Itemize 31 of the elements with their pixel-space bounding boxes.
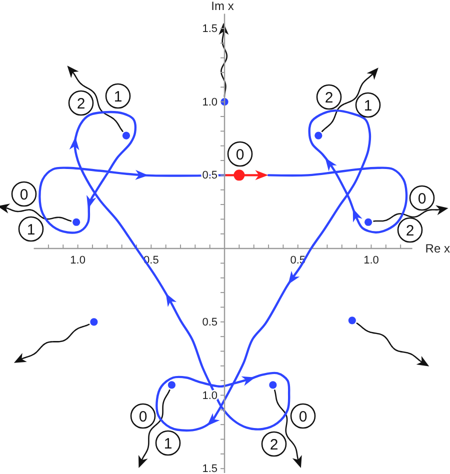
annotation: 1: [164, 435, 172, 452]
annotation: 1: [26, 221, 36, 238]
x-tick-label: 1.0: [364, 254, 379, 266]
y-axis-title: Im x: [211, 0, 234, 13]
annotation: 1: [114, 88, 122, 106]
point: [72, 218, 80, 226]
text: 0: [20, 186, 28, 204]
point: [234, 170, 245, 181]
point: [122, 132, 130, 140]
y-tick-label: 1.0: [202, 96, 218, 108]
text: 0: [418, 190, 426, 208]
annotation: 2: [406, 222, 414, 240]
point: [348, 316, 356, 324]
annotation: 0: [138, 408, 148, 426]
point: [269, 381, 277, 389]
y-tick-label: 0.5: [202, 316, 218, 328]
annotation: 2: [76, 95, 86, 112]
x-axis-title: Re x: [425, 242, 450, 256]
y-tick-label: 1.5: [202, 463, 218, 474]
point: [168, 381, 176, 389]
point: [90, 318, 98, 326]
point: [314, 132, 322, 140]
annotation: 0: [298, 408, 308, 426]
annotation: 2: [324, 89, 334, 106]
y-tick-label: 1.5: [202, 22, 218, 35]
line-series: [38, 109, 408, 432]
annotation: 1: [364, 97, 372, 114]
x-tick-label: 1.0: [70, 254, 86, 266]
annotation: 0: [236, 146, 244, 164]
annotation: 2: [270, 436, 278, 454]
point: [364, 218, 372, 226]
